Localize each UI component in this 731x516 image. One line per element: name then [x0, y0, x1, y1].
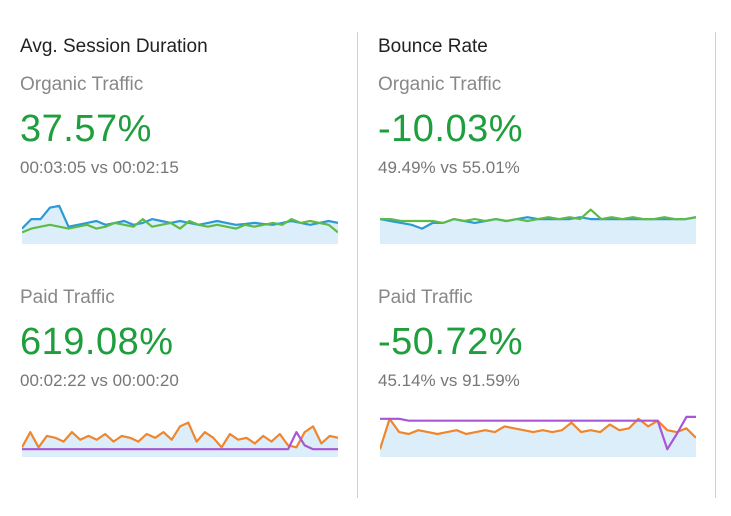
- sparkline-series-previous: [22, 218, 338, 234]
- comparison-values: 00:02:22 vs 00:00:20: [20, 371, 179, 390]
- column-title: Bounce Rate: [378, 36, 488, 57]
- percent-change: 37.57%: [20, 108, 152, 150]
- sparkline-series-previous: [380, 208, 696, 224]
- percent-change: 619.08%: [20, 321, 174, 363]
- sparkline: [22, 204, 338, 244]
- segment-label: Organic Traffic: [378, 74, 502, 95]
- sparkline-series-previous: [380, 415, 696, 451]
- sparkline-series-current: [380, 417, 696, 450]
- right-edge-divider: [715, 32, 716, 498]
- segment-label: Organic Traffic: [20, 74, 144, 95]
- percent-change: -10.03%: [378, 108, 524, 150]
- segment-label: Paid Traffic: [20, 287, 115, 308]
- comparison-values: 00:03:05 vs 00:02:15: [20, 158, 179, 177]
- comparison-values: 45.14% vs 91.59%: [378, 371, 520, 390]
- sparkline-series-previous: [22, 431, 338, 451]
- column-divider: [357, 32, 358, 498]
- sparkline: [22, 421, 338, 457]
- segment-label: Paid Traffic: [378, 287, 473, 308]
- percent-change: -50.72%: [378, 321, 524, 363]
- sparkline-area: [380, 418, 696, 457]
- sparkline-series-current: [22, 421, 338, 449]
- bounce-rate-column: Bounce Rate Organic Traffic -10.03% 49.4…: [378, 0, 708, 516]
- comparison-values: 49.49% vs 55.01%: [378, 158, 520, 177]
- column-title: Avg. Session Duration: [20, 36, 208, 57]
- sparkline: [380, 415, 696, 457]
- sparkline-area: [22, 205, 338, 244]
- sparkline-area: [380, 217, 696, 244]
- sparkline: [380, 208, 696, 244]
- avg-session-duration-column: Avg. Session Duration Organic Traffic 37…: [20, 0, 350, 516]
